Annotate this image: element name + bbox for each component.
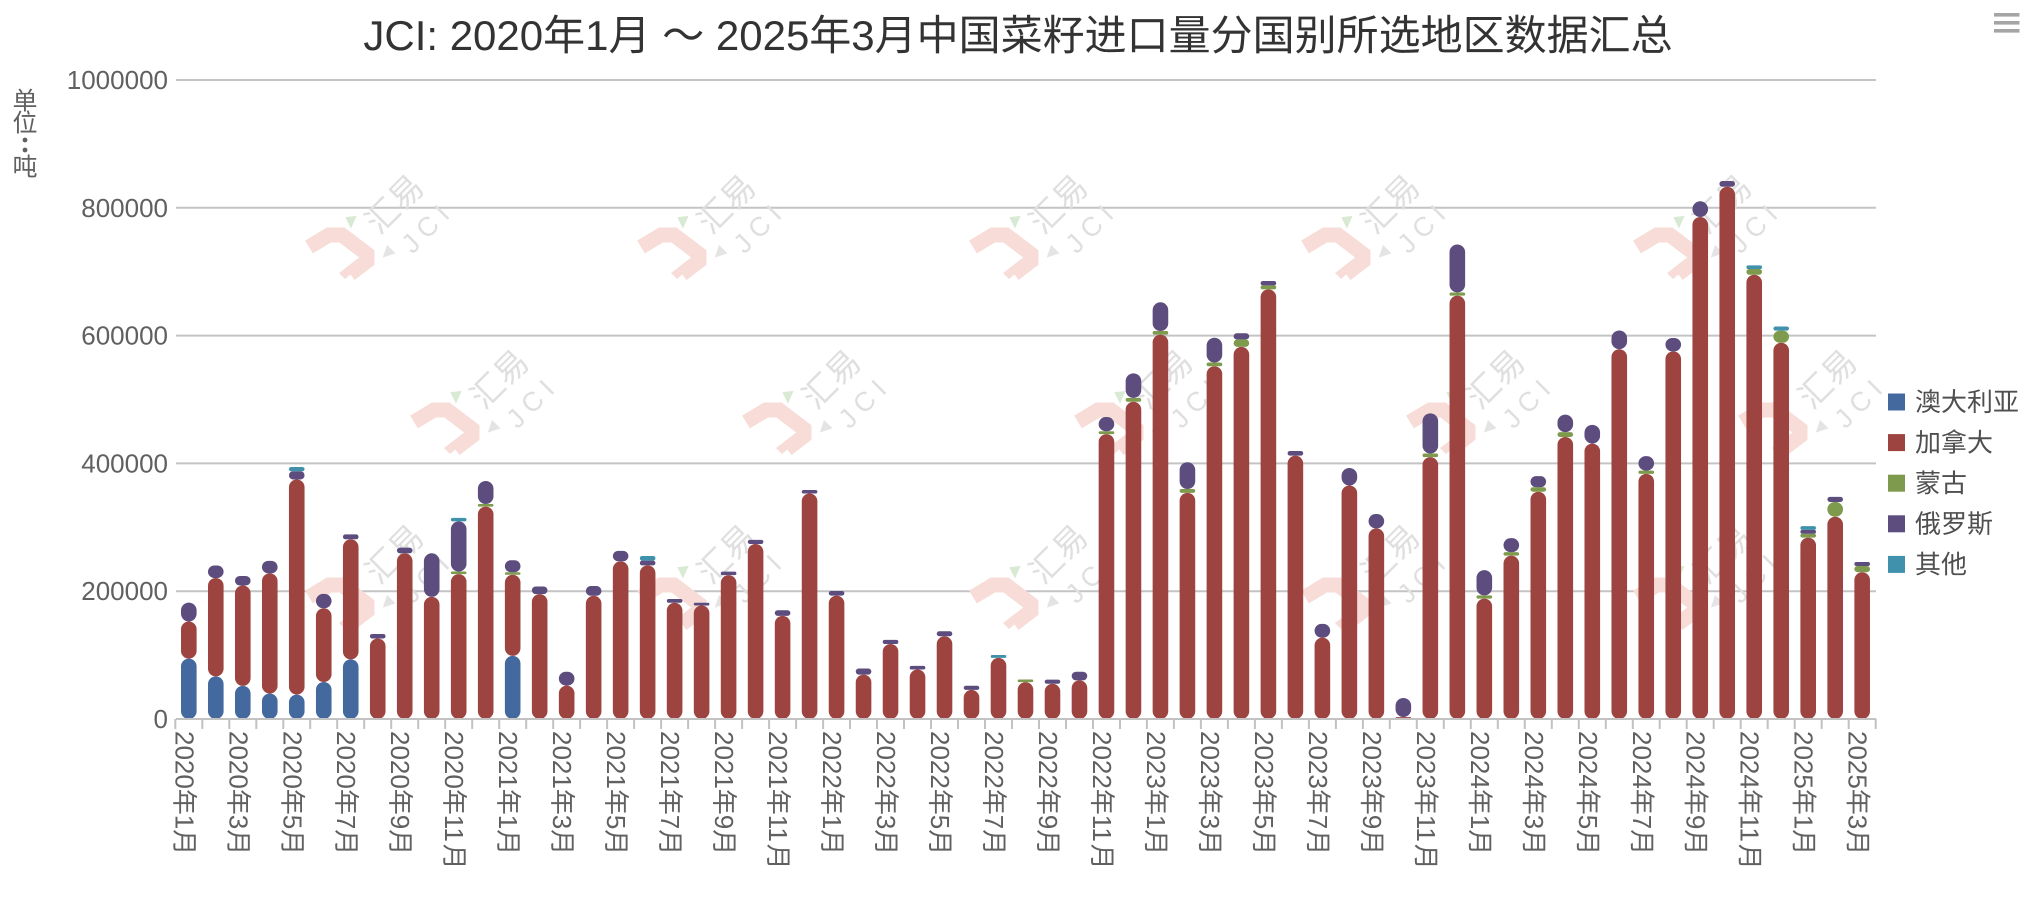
svg-text:3: 3 — [1843, 815, 1873, 829]
svg-text:1: 1 — [817, 815, 847, 829]
svg-text:2021: 2021 — [601, 731, 631, 789]
svg-text:2024: 2024 — [1519, 731, 1549, 789]
svg-text:2021: 2021 — [655, 731, 685, 789]
svg-text:5: 5 — [1573, 815, 1603, 829]
svg-text:7: 7 — [331, 815, 361, 829]
svg-text:3: 3 — [1519, 815, 1549, 829]
svg-text:200000: 200000 — [81, 576, 168, 606]
svg-text:7: 7 — [979, 815, 1009, 829]
svg-text:400000: 400000 — [81, 448, 168, 478]
svg-text:3: 3 — [851, 12, 874, 59]
svg-text:2022: 2022 — [1033, 731, 1063, 789]
svg-text:2024: 2024 — [1735, 731, 1765, 789]
svg-text:2023: 2023 — [1411, 731, 1441, 789]
svg-text:2023: 2023 — [1303, 731, 1333, 789]
svg-text:5: 5 — [925, 815, 955, 829]
svg-text:2020: 2020 — [450, 12, 543, 59]
svg-text:11: 11 — [439, 815, 469, 842]
svg-text:2023: 2023 — [1357, 731, 1387, 789]
svg-text:2025: 2025 — [1789, 731, 1819, 789]
svg-text:9: 9 — [1681, 815, 1711, 829]
svg-text:11: 11 — [1087, 815, 1117, 842]
svg-text:1: 1 — [169, 815, 199, 829]
svg-text:5: 5 — [1249, 815, 1279, 829]
svg-text:600000: 600000 — [81, 321, 168, 351]
svg-text:JCI:: JCI: — [363, 12, 438, 59]
svg-text:2020: 2020 — [385, 731, 415, 789]
svg-text:2022: 2022 — [871, 731, 901, 789]
svg-text:1: 1 — [585, 12, 608, 59]
svg-text:3: 3 — [223, 815, 253, 829]
svg-text:2024: 2024 — [1465, 731, 1495, 789]
svg-text:1: 1 — [1789, 815, 1819, 829]
svg-text:9: 9 — [1033, 815, 1063, 829]
svg-text:3: 3 — [547, 815, 577, 829]
svg-text:2022: 2022 — [979, 731, 1009, 789]
svg-text:9: 9 — [1357, 815, 1387, 829]
svg-text:1: 1 — [1465, 815, 1495, 829]
svg-text:5: 5 — [601, 815, 631, 829]
svg-text:9: 9 — [709, 815, 739, 829]
svg-text:2024: 2024 — [1681, 731, 1711, 789]
svg-text:3: 3 — [871, 815, 901, 829]
svg-text:2022: 2022 — [1087, 731, 1117, 789]
svg-text:2024: 2024 — [1573, 731, 1603, 789]
svg-text:2021: 2021 — [709, 731, 739, 789]
svg-text:2020: 2020 — [169, 731, 199, 789]
svg-text:7: 7 — [1627, 815, 1657, 829]
svg-text:2023: 2023 — [1141, 731, 1171, 789]
svg-text:3: 3 — [1195, 815, 1225, 829]
svg-text:2025: 2025 — [716, 12, 809, 59]
svg-text:9: 9 — [385, 815, 415, 829]
svg-text:2022: 2022 — [817, 731, 847, 789]
svg-text:2023: 2023 — [1195, 731, 1225, 789]
svg-text:2024: 2024 — [1627, 731, 1657, 789]
svg-text:2021: 2021 — [763, 731, 793, 789]
svg-text:2020: 2020 — [277, 731, 307, 789]
svg-text:2022: 2022 — [925, 731, 955, 789]
svg-text:5: 5 — [277, 815, 307, 829]
svg-text:2020: 2020 — [439, 731, 469, 789]
svg-text:1000000: 1000000 — [67, 65, 168, 95]
svg-text:0: 0 — [154, 704, 168, 734]
svg-text:800000: 800000 — [81, 193, 168, 223]
svg-text:2020: 2020 — [223, 731, 253, 789]
svg-text:2023: 2023 — [1249, 731, 1279, 789]
svg-text:11: 11 — [763, 815, 793, 842]
svg-text:1: 1 — [493, 815, 523, 829]
svg-text:7: 7 — [655, 815, 685, 829]
svg-text:7: 7 — [1303, 815, 1333, 829]
svg-text:11: 11 — [1411, 815, 1441, 842]
svg-text:2020: 2020 — [331, 731, 361, 789]
svg-text:2021: 2021 — [547, 731, 577, 789]
svg-text:2025: 2025 — [1843, 731, 1873, 789]
svg-text:2021: 2021 — [493, 731, 523, 789]
svg-text:1: 1 — [1141, 815, 1171, 829]
svg-text:11: 11 — [1735, 815, 1765, 842]
